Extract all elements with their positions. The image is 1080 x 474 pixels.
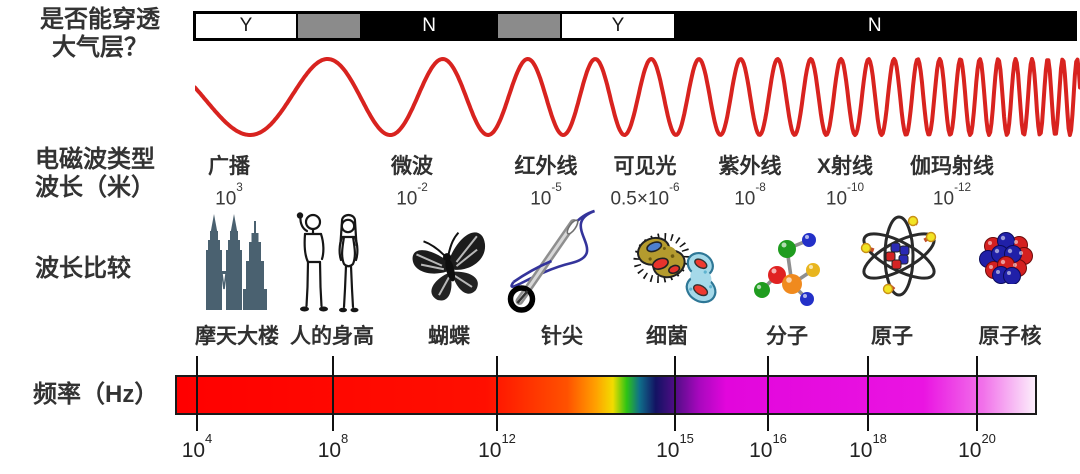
spectrum-type-label: X射线 — [816, 155, 874, 178]
yn-segment-y2: Y — [560, 14, 674, 38]
yn-segment-y1: Y — [196, 14, 296, 38]
wavelength-value: 10-10 — [825, 181, 865, 210]
spectrum-type-label: 红外线 — [514, 155, 578, 178]
row-label-type-wavelength: 电磁波类型 波长（米） — [35, 146, 155, 202]
frequency-tick — [496, 356, 498, 431]
em-wave-illustration — [195, 57, 1080, 137]
frequency-tick — [767, 356, 769, 431]
frequency-tick — [196, 356, 198, 431]
needle-icon — [500, 205, 615, 322]
frequency-value: 1016 — [749, 430, 787, 463]
spectrum-type-label: 微波 — [391, 155, 433, 178]
nucleus-icon — [979, 232, 1035, 289]
comparison-label-molecule: 分子 — [766, 325, 808, 348]
spectrum-column-ultraviolet: 紫外线 10-8 — [719, 150, 782, 210]
butterfly-icon — [402, 213, 494, 315]
atmosphere-question-label: 是否能穿透 大气层？ — [25, 6, 175, 62]
skyscraper-icon — [197, 211, 269, 319]
yn-segment-n1: N — [360, 14, 496, 38]
yn-segment-n2: N — [673, 14, 1074, 38]
human-figures-icon — [291, 209, 371, 320]
spectrum-type-label: 紫外线 — [718, 155, 782, 178]
frequency-tick — [867, 356, 869, 431]
yn-segment-label: N — [867, 15, 882, 36]
spectrum-column-gamma: 伽玛射线 10-12 — [910, 150, 994, 210]
frequency-value: 108 — [317, 430, 349, 463]
spectrum-column-microwave: 微波 10-2 — [391, 150, 433, 210]
molecule-icon — [751, 226, 821, 315]
spectrum-type-label: 广播 — [208, 155, 250, 178]
comparison-label-atom: 原子 — [871, 325, 913, 348]
comparison-label-human: 人的身高 — [290, 325, 374, 348]
atmosphere-question-line2: 大气层？ — [52, 34, 148, 61]
wavelength-value: 103 — [215, 181, 243, 210]
atom-icon — [855, 212, 943, 305]
comparison-label-butterfly: 蝴蝶 — [428, 325, 470, 348]
type-row-line2: 波长（米） — [35, 174, 155, 201]
bacteria-icon — [628, 220, 733, 313]
wavelength-value: 0.5×10-6 — [610, 181, 680, 210]
row-label-frequency: 频率（Hz） — [33, 381, 159, 408]
spectrum-column-radio: 广播 103 — [208, 150, 250, 210]
spectrum-column-xray: X射线 10-10 — [817, 150, 873, 210]
wavelength-value: 10-8 — [734, 181, 766, 210]
yn-segment-partial2 — [495, 14, 561, 38]
frequency-tick — [976, 356, 978, 431]
comparison-label-nucleus: 原子核 — [978, 325, 1042, 348]
atmosphere-question-line1: 是否能穿透 — [40, 6, 160, 33]
row-label-comparison: 波长比较 — [35, 255, 131, 282]
yn-segment-partial1 — [295, 14, 361, 38]
spectrum-column-visible: 可见光 0.5×10-6 — [610, 150, 679, 210]
wavelength-value: 10-5 — [530, 181, 562, 210]
comparison-label-bacteria: 细菌 — [646, 325, 688, 348]
atmosphere-penetration-bar: Y N Y N — [193, 11, 1077, 41]
comparison-label-needle: 针尖 — [541, 325, 583, 348]
frequency-tick — [332, 356, 334, 431]
frequency-gradient-bar — [175, 375, 1037, 415]
frequency-value: 1018 — [849, 430, 887, 463]
spectrum-column-infrared: 红外线 10-5 — [515, 150, 578, 210]
type-row-line1: 电磁波类型 — [35, 146, 155, 173]
frequency-value: 1015 — [656, 430, 694, 463]
wavelength-value: 10-12 — [932, 181, 972, 210]
yn-segment-label: Y — [611, 15, 625, 36]
spectrum-type-label: 可见光 — [613, 155, 677, 178]
frequency-value: 1012 — [478, 430, 516, 463]
yn-segment-label: N — [422, 15, 437, 36]
frequency-value: 104 — [181, 430, 213, 463]
frequency-tick — [674, 356, 676, 431]
yn-segment-label: Y — [239, 15, 253, 36]
frequency-value: 1020 — [958, 430, 996, 463]
wavelength-value: 10-2 — [396, 181, 428, 210]
comparison-label-skyscraper: 摩天大楼 — [195, 325, 279, 348]
spectrum-type-label: 伽玛射线 — [910, 155, 994, 178]
